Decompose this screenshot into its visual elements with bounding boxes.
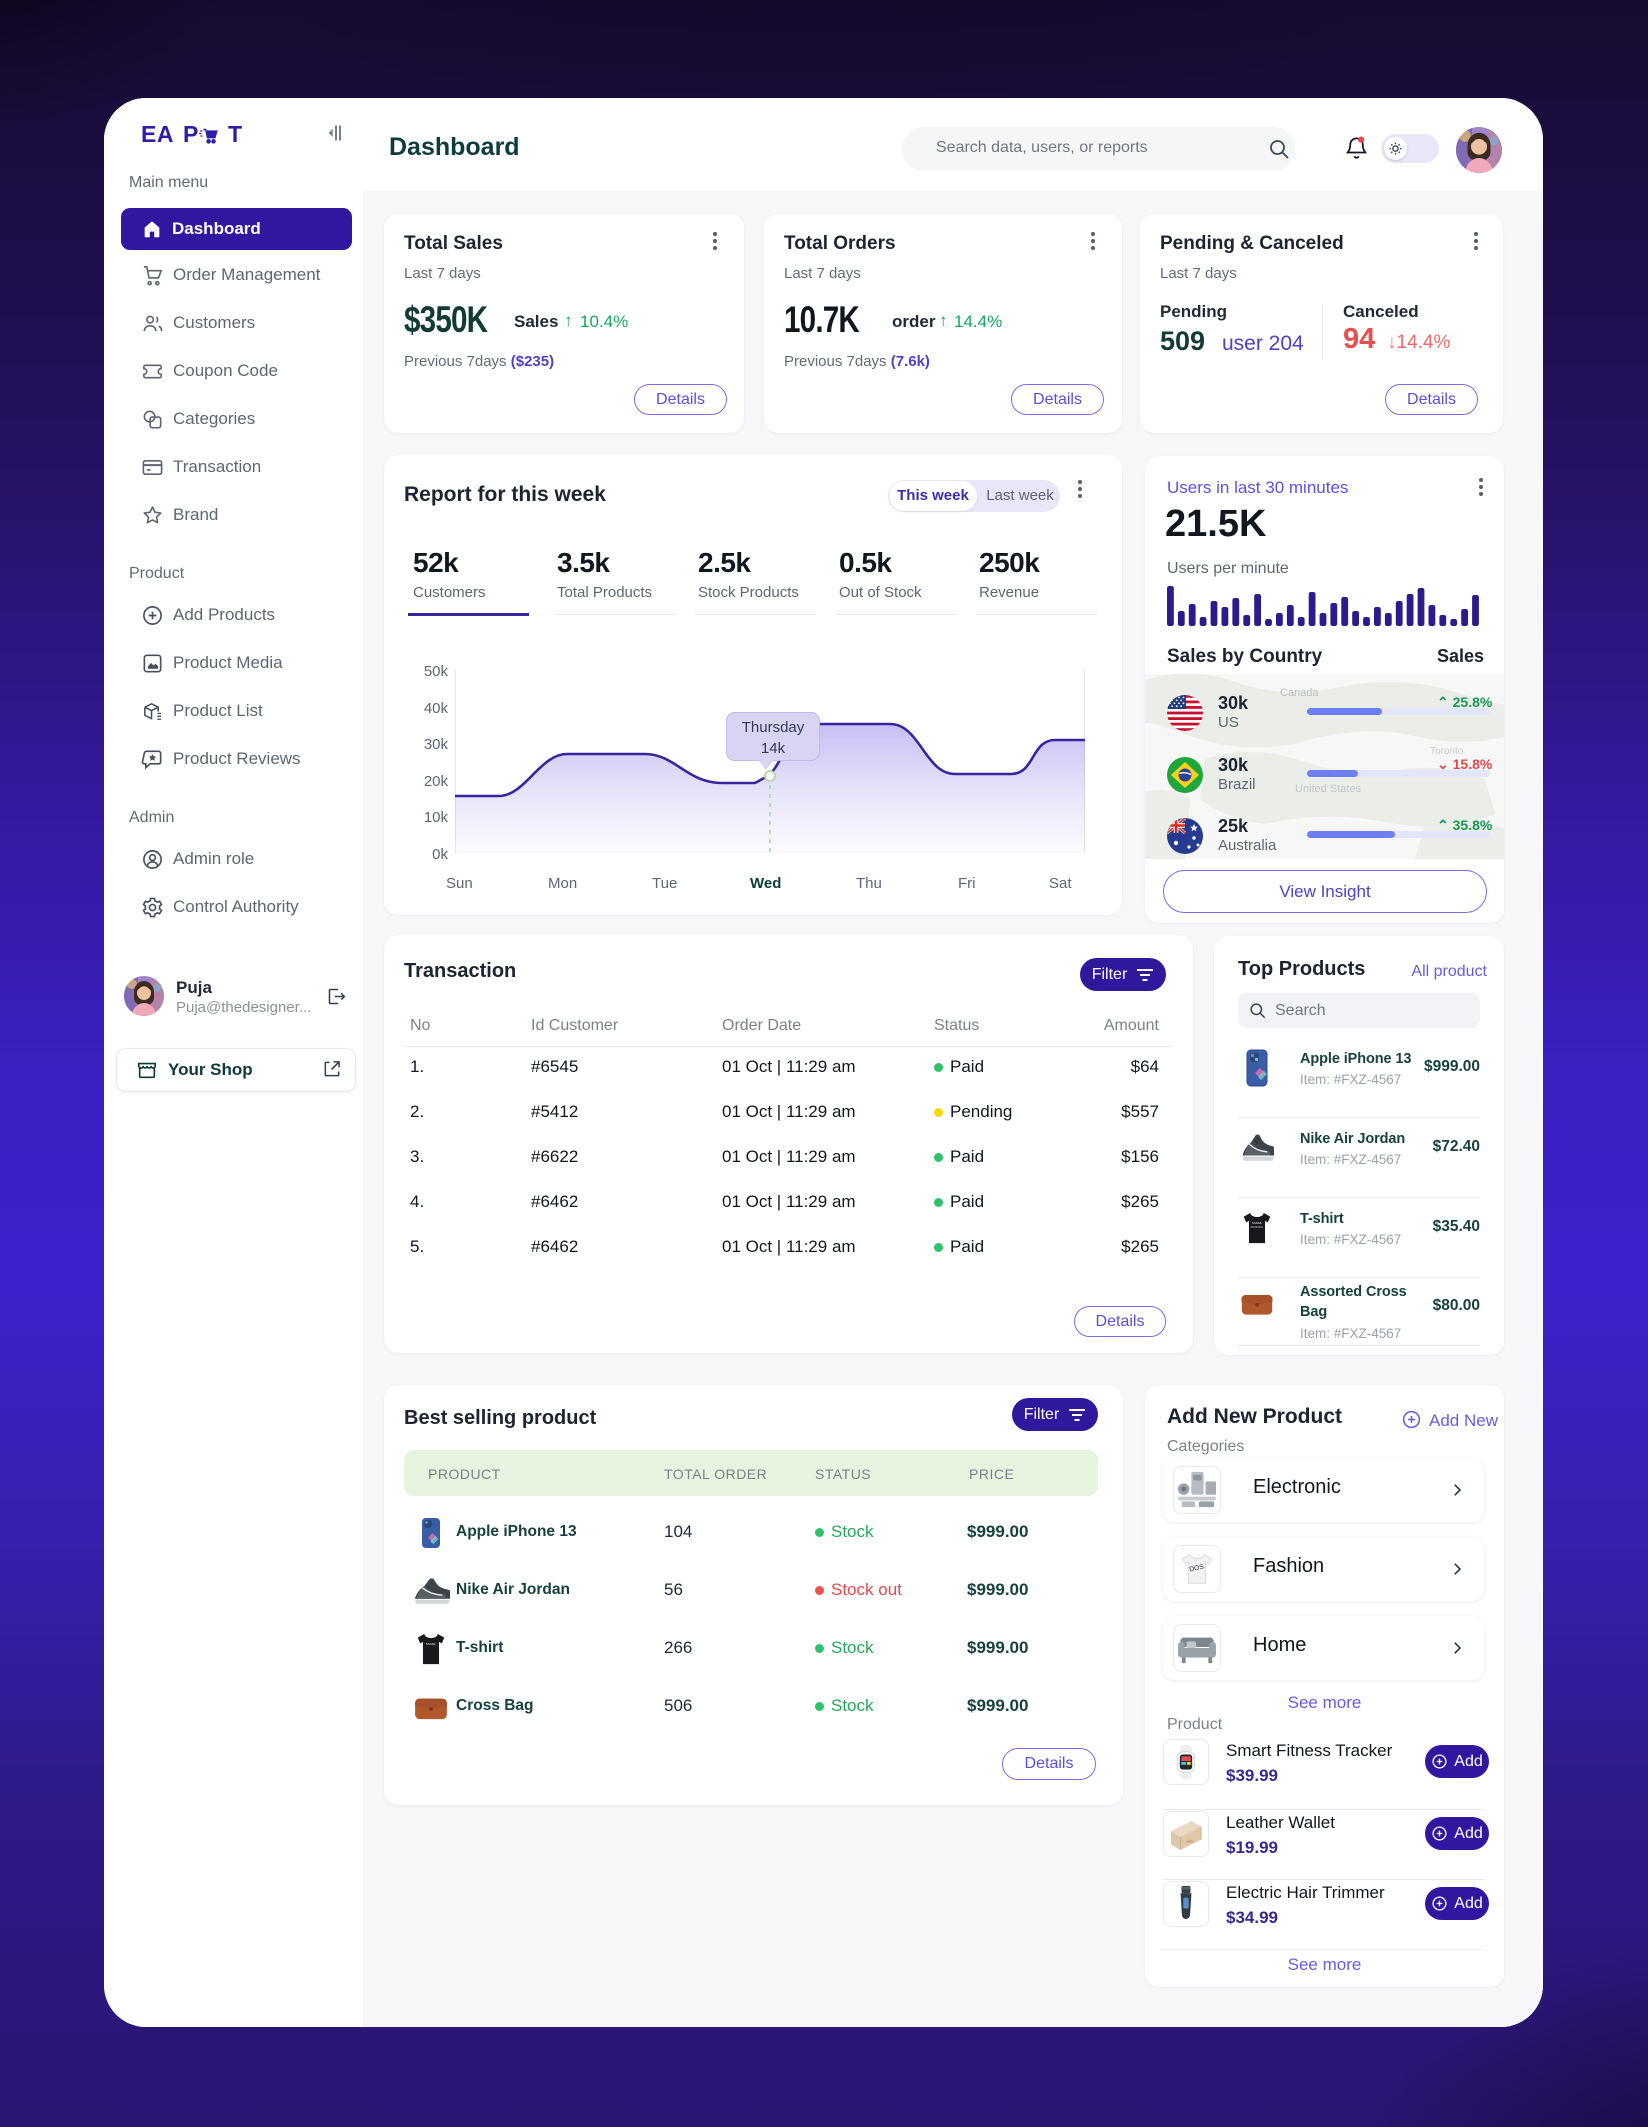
svg-text:SSSML: SSSML (426, 1642, 437, 1646)
svg-text:DOS: DOS (1189, 1563, 1205, 1573)
svg-text:PRINCIPAL: PRINCIPAL (1251, 1226, 1264, 1229)
svg-text:Toronto: Toronto (1430, 746, 1464, 757)
svg-text:SSSML: SSSML (1252, 1221, 1263, 1225)
svg-text:Canada: Canada (1280, 687, 1319, 699)
svg-text:United States: United States (1295, 783, 1362, 795)
